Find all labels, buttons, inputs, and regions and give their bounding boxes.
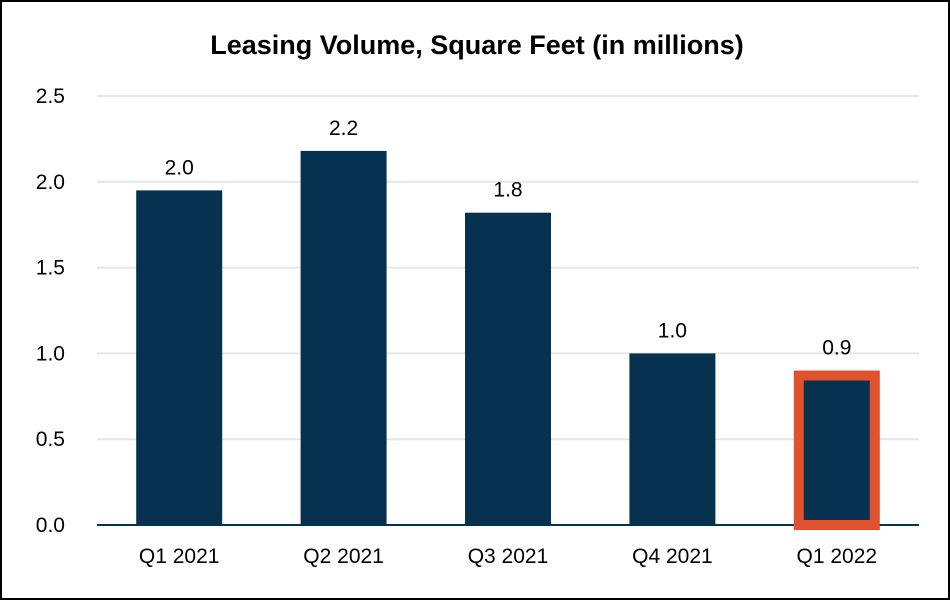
x-tick-label: Q4 2021: [632, 545, 713, 568]
data-label: 2.2: [329, 117, 358, 140]
x-axis-ticks: Q1 2021 Q2 2021 Q3 2021 Q4 2021 Q1 2022: [139, 545, 877, 568]
x-tick-label: Q2 2021: [303, 545, 384, 568]
bar: [300, 150, 387, 526]
bar-highlighted: [793, 370, 880, 530]
data-label: 1.8: [493, 179, 522, 202]
y-tick-label: 0.0: [36, 514, 65, 537]
data-labels: 2.0 2.2 1.8 1.0 0.9: [165, 117, 852, 360]
x-tick-label: Q1 2021: [139, 545, 220, 568]
y-tick-label: 2.5: [36, 85, 65, 108]
x-tick-label: Q3 2021: [468, 545, 549, 568]
bar: [465, 212, 551, 526]
y-tick-label: 1.0: [36, 342, 65, 365]
data-label: 2.0: [165, 156, 194, 179]
bars: [136, 150, 880, 530]
data-label: 0.9: [822, 337, 851, 360]
chart-title: Leasing Volume, Square Feet (in millions…: [210, 30, 744, 60]
bar: [136, 190, 223, 525]
y-tick-label: 0.5: [36, 428, 65, 451]
data-label: 1.0: [658, 319, 687, 342]
x-tick-label: Q1 2022: [797, 545, 878, 568]
y-axis-ticks: 0.0 0.5 1.0 1.5 2.0 2.5: [36, 85, 65, 537]
y-tick-label: 2.0: [36, 171, 65, 194]
bar: [629, 353, 716, 525]
y-tick-label: 1.5: [36, 257, 65, 280]
